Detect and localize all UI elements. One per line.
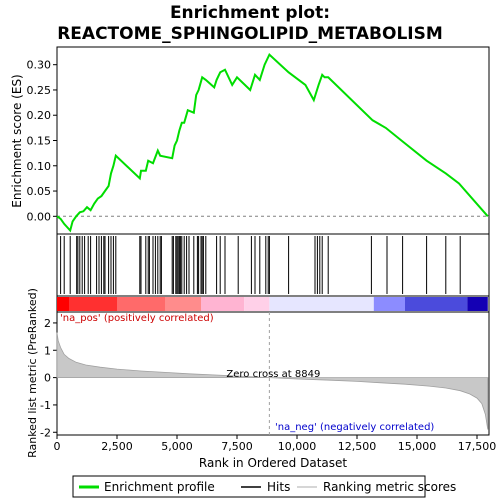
heatmap-segment	[201, 297, 245, 311]
x-tick-label: 5,000	[161, 440, 193, 453]
x-tick-label: 12,500	[338, 440, 377, 453]
chart-title-line-1: Enrichment plot:	[170, 3, 330, 23]
x-tick-label: 10,000	[278, 440, 317, 453]
ranking-metric-area	[56, 332, 489, 430]
heatmap-segments	[57, 297, 488, 311]
es-y-tick-label: 0.05	[27, 185, 52, 198]
es-panel: 0.00 0.05 0.10 0.15 0.20 0.25 0.30 Enrichment …	[10, 46, 490, 235]
legend: Enrichment profile Hits Ranking metric s…	[72, 475, 456, 498]
x-tick-label: 17,500	[458, 440, 497, 453]
heatmap-segment	[244, 297, 270, 311]
x-tick-label: 0	[54, 440, 61, 453]
heatmap-segment	[117, 297, 165, 311]
heatmap-segment	[405, 297, 468, 311]
es-y-tick-label: 0.30	[27, 59, 52, 72]
legend-metric-label: Ranking metric scores	[323, 480, 456, 494]
legend-hits-label: Hits	[267, 480, 290, 494]
es-y-tick-label: 0.00	[27, 210, 52, 223]
metric-y-tick-label: 1	[44, 344, 51, 357]
metric-y-tick-label: -2	[40, 426, 51, 439]
metric-y-axis: -2 -1 0 1 2	[40, 317, 57, 439]
heatmap-segment	[69, 297, 117, 311]
es-y-tick-label: 0.10	[27, 160, 52, 173]
neg-correlated-label: 'na_neg' (negatively correlated)	[275, 422, 434, 433]
heatmap-segment	[165, 297, 201, 311]
heatmap-segment	[373, 297, 405, 311]
metric-y-tick-label: 0	[44, 372, 51, 385]
rank-heatmap-bar	[56, 295, 490, 313]
es-y-tick-label: 0.25	[27, 84, 52, 97]
es-y-axis: 0.00 0.05 0.10 0.15 0.20 0.25 0.30	[27, 59, 57, 223]
metric-y-tick-label: 2	[44, 317, 51, 330]
es-y-axis-label: Enrichment score (ES)	[10, 74, 24, 207]
heatmap-segment	[269, 297, 374, 311]
heatmap-segment	[57, 297, 69, 311]
x-tick-label: 2,500	[101, 440, 133, 453]
x-tick-label: 7,500	[221, 440, 253, 453]
chart-title-line-2: REACTOME_SPHINGOLIPID_METABOLISM	[57, 24, 443, 44]
legend-enrichment-label: Enrichment profile	[104, 480, 215, 494]
hits-panel-frame	[56, 233, 490, 297]
enrichment-profile-line	[56, 52, 489, 233]
x-tick-label: 15,000	[398, 440, 437, 453]
es-y-tick-label: 0.15	[27, 135, 52, 148]
metric-panel: -2 -1 0 1 2 'na_pos' (positively correlated)…	[26, 288, 490, 458]
zero-cross-annotation: Zero cross at 8849	[226, 369, 320, 380]
metric-y-tick-label: -1	[40, 399, 51, 412]
x-axis-label: Rank in Ordered Dataset	[199, 456, 347, 470]
pos-correlated-label: 'na_pos' (positively correlated)	[60, 313, 214, 324]
es-panel-frame	[56, 46, 490, 235]
es-y-tick-label: 0.20	[27, 109, 52, 122]
metric-y-axis-label: Ranked list metric (PreRanked)	[26, 288, 39, 458]
hits-panel	[56, 233, 490, 297]
heatmap-segment	[467, 297, 488, 311]
x-axis: 0 2,500 5,000 7,500 10,000 12,500 15,000 17,500	[54, 435, 497, 453]
hit-markers	[60, 236, 461, 294]
